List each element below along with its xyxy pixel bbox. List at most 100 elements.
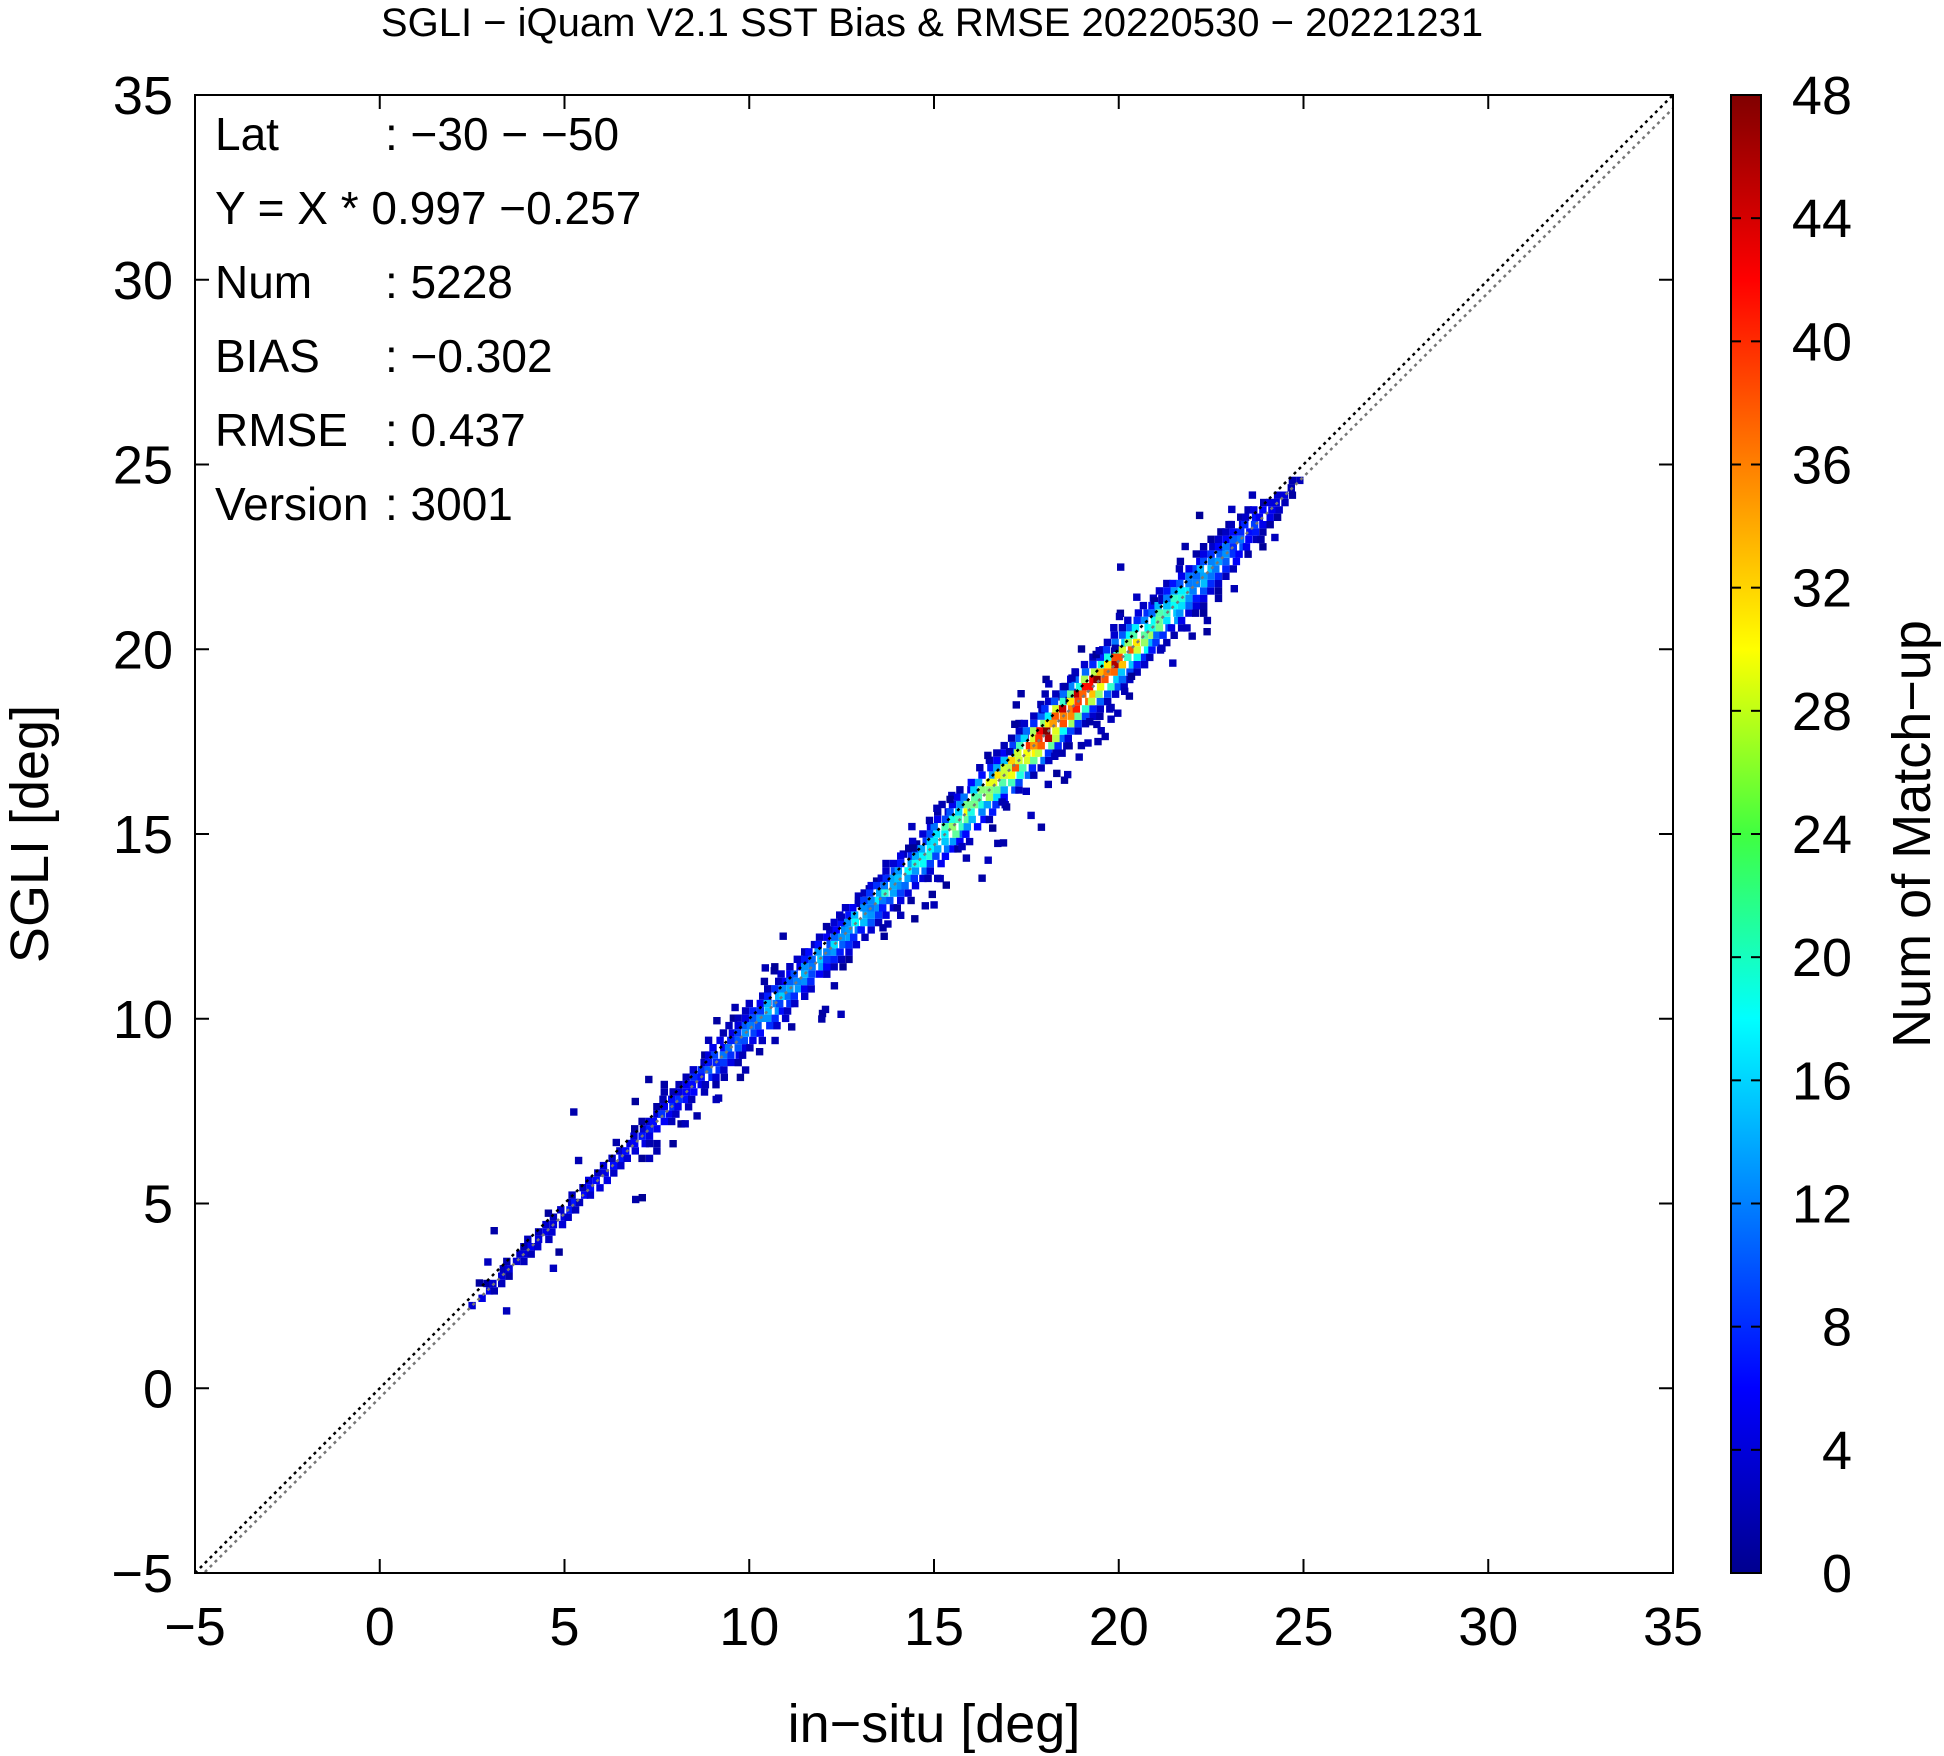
density-cell: [1040, 719, 1048, 728]
density-cell: [826, 940, 834, 949]
density-cell: [731, 1003, 739, 1012]
density-cell: [1133, 653, 1141, 661]
density-cell: [983, 801, 992, 809]
density-cell: [534, 1243, 542, 1251]
density-cell: [1074, 712, 1082, 720]
colorbar-tick-label: 36: [1792, 436, 1852, 496]
density-cell: [704, 1058, 713, 1067]
density-cell: [1101, 675, 1109, 684]
density-cell: [1059, 719, 1067, 728]
density-cell: [779, 932, 787, 940]
density-cell: [867, 918, 875, 927]
density-cell: [823, 933, 831, 941]
density-cell: [632, 1195, 640, 1204]
density-cell: [689, 1066, 697, 1074]
density-cell: [1214, 594, 1223, 603]
density-cell: [1127, 672, 1136, 680]
density-cell: [926, 867, 934, 875]
density-cell: [837, 913, 846, 921]
density-cell: [1222, 557, 1230, 566]
density-cell: [1118, 646, 1127, 654]
density-cell: [745, 999, 753, 1008]
density-cell: [962, 830, 970, 838]
density-cell: [645, 1132, 654, 1140]
density-cell: [557, 1206, 565, 1214]
density-cell: [697, 1080, 705, 1089]
density-cell: [1030, 771, 1038, 779]
density-cell: [756, 1007, 764, 1015]
density-cell: [1244, 506, 1252, 514]
density-cell: [1222, 565, 1230, 573]
density-cell: [919, 859, 927, 868]
density-cell: [1118, 624, 1127, 632]
stat-lat-label: Lat: [215, 108, 279, 160]
density-cell: [1101, 732, 1109, 741]
density-cell: [874, 911, 883, 919]
density-cell: [960, 793, 968, 801]
density-cell: [773, 1022, 781, 1030]
density-cell: [708, 1073, 716, 1081]
density-cell: [1235, 550, 1243, 558]
density-cell: [1259, 506, 1267, 514]
density-cell: [1118, 631, 1127, 639]
y-tick-label: 35: [113, 66, 173, 126]
density-cell: [1229, 543, 1237, 551]
density-cell: [973, 823, 982, 831]
density-cell: [1260, 498, 1268, 507]
density-cell: [1020, 734, 1028, 742]
density-cell: [1273, 513, 1282, 521]
density-cell: [924, 874, 932, 883]
stat-bias-value: : −0.302: [385, 330, 553, 382]
density-cell: [1097, 660, 1106, 669]
x-tick-label: 20: [1089, 1597, 1149, 1657]
density-cell: [1054, 742, 1062, 750]
density-cell: [974, 793, 983, 801]
density-cell: [1288, 491, 1297, 499]
density-cell: [1144, 624, 1152, 632]
density-cell: [1150, 597, 1159, 605]
density-cell: [886, 896, 894, 905]
density-cell: [1042, 675, 1050, 684]
density-cell: [503, 1257, 511, 1266]
density-cell: [926, 852, 934, 860]
density-cell: [610, 1169, 618, 1177]
density-cell: [1200, 609, 1208, 617]
density-cell: [1183, 624, 1191, 632]
density-cell: [884, 920, 892, 928]
density-cell: [1002, 803, 1011, 811]
density-cell: [701, 1081, 710, 1089]
density-cell: [830, 918, 838, 927]
density-cell: [1095, 647, 1103, 655]
density-cell: [1107, 715, 1115, 723]
density-cell: [641, 1139, 649, 1148]
density-cell: [844, 918, 852, 927]
density-cell: [904, 889, 912, 897]
density-cell: [690, 1073, 698, 1081]
density-cell: [1044, 719, 1053, 728]
density-cells: [468, 476, 1304, 1315]
density-cell: [1163, 579, 1171, 588]
density-cell: [872, 877, 881, 885]
density-cell: [1146, 653, 1154, 662]
density-cell: [1058, 749, 1066, 757]
density-cell: [882, 874, 890, 882]
density-cell: [749, 1014, 757, 1022]
y-tick-label: 0: [143, 1359, 173, 1419]
density-cell: [850, 933, 858, 941]
density-cell: [1209, 543, 1217, 551]
density-cell: [1107, 703, 1115, 712]
density-cell: [1121, 687, 1129, 695]
density-cell: [771, 1036, 779, 1045]
density-cell: [1104, 697, 1112, 706]
density-cell: [880, 882, 888, 890]
stat-fit-equation: Y = X * 0.997 −0.257: [215, 182, 641, 234]
density-cell: [1117, 668, 1126, 676]
density-cell: [1214, 557, 1223, 566]
density-cell: [653, 1110, 661, 1118]
density-cell: [734, 1029, 742, 1037]
density-cell: [1148, 638, 1156, 647]
density-cell: [1131, 624, 1140, 632]
density-cell: [818, 963, 826, 971]
density-cell: [1085, 683, 1094, 691]
